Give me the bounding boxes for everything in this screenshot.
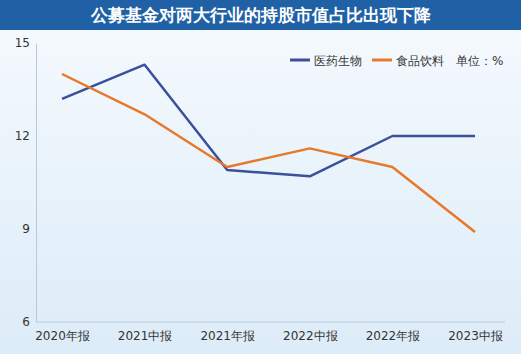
x-tick-label: 2021年报 <box>200 329 255 343</box>
legend-swatch <box>372 59 392 62</box>
legend-label: 食品饮料 <box>396 54 444 68</box>
title: 公募基金对两大行业的持股市值占比出现下降 <box>90 5 432 25</box>
y-tick: 12 <box>15 129 36 143</box>
x-tick: 2021年报 <box>200 322 255 343</box>
x-tick: 2022中报 <box>283 322 338 343</box>
x-axis: 2020年报 2021中报 2021年报 2022中报 2022年报 2023中报 <box>35 322 505 343</box>
title-banner <box>0 0 521 30</box>
y-tick-label: 15 <box>15 36 30 50</box>
x-tick-label: 2022年报 <box>366 329 421 343</box>
x-tick-label: 2021中报 <box>118 329 173 343</box>
unit-label: 单位：% <box>456 54 503 68</box>
y-tick-label: 6 <box>22 315 30 329</box>
x-tick: 2023中报 <box>448 322 503 343</box>
legend: 医药生物 食品饮料 <box>290 54 444 68</box>
y-axis-line <box>36 44 37 323</box>
background <box>0 30 521 354</box>
x-tick-label: 2022中报 <box>283 329 338 343</box>
x-axis-line <box>36 322 505 323</box>
x-tick: 2021中报 <box>118 322 173 343</box>
x-tick: 2020年报 <box>35 322 90 343</box>
y-tick: 6 <box>22 315 36 329</box>
series-line <box>62 65 475 177</box>
chart: 公募基金对两大行业的持股市值占比出现下降6912152020年报2021中报20… <box>0 0 521 354</box>
y-tick-label: 9 <box>22 222 30 236</box>
x-tick-label: 2020年报 <box>35 329 90 343</box>
plot-area <box>62 65 475 232</box>
series-line <box>62 74 475 232</box>
legend-swatch <box>290 59 310 62</box>
y-axis: 6 9 12 15 <box>15 36 37 329</box>
legend-label: 医药生物 <box>314 54 362 68</box>
x-tick-label: 2023中报 <box>448 329 503 343</box>
x-tick: 2022年报 <box>366 322 421 343</box>
y-tick: 9 <box>22 222 36 236</box>
y-tick-label: 12 <box>15 129 30 143</box>
y-tick: 15 <box>15 36 36 50</box>
